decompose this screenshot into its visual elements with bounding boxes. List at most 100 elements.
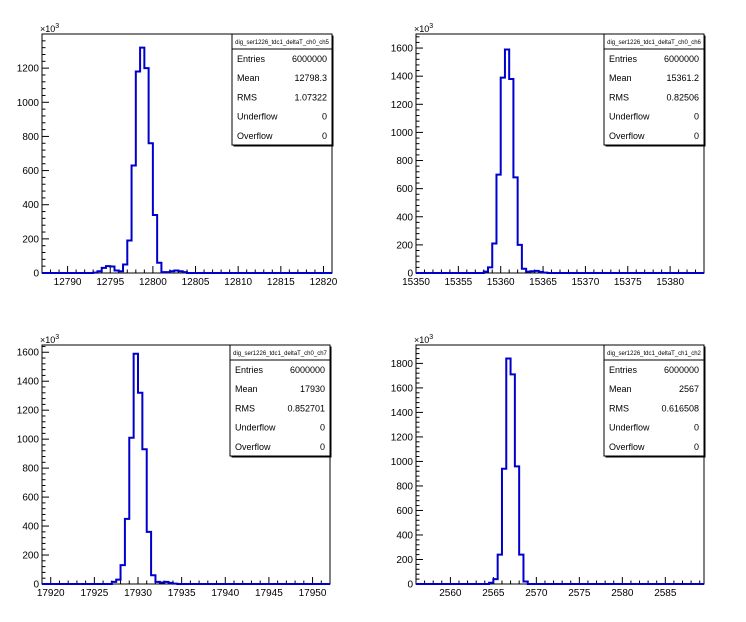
stats-value: 12798.3 xyxy=(294,73,327,83)
stats-label: Mean xyxy=(237,73,260,83)
histogram-series xyxy=(42,46,332,274)
y-tick-label: 1400 xyxy=(391,72,414,83)
stats-label: Mean xyxy=(609,384,632,394)
y-tick-label: 1600 xyxy=(391,383,414,394)
x-tick-label: 2565 xyxy=(482,588,505,599)
x-tick-label: 17945 xyxy=(255,588,283,599)
stats-value: 6000000 xyxy=(292,54,327,64)
y-tick-label: 1000 xyxy=(17,98,40,109)
stats-label: Mean xyxy=(609,73,632,83)
stats-value: 6000000 xyxy=(664,365,699,375)
x-tick-label: 17950 xyxy=(299,588,327,599)
x-tick-label: 15380 xyxy=(656,277,684,288)
histogram-panel-2: 15350 15355 15360 15365 15370 15375 15380 0 200 4… xyxy=(391,23,706,288)
stats-label: RMS xyxy=(237,92,257,102)
y-exponent-label: ×103 xyxy=(414,23,433,34)
x-tick-label: 12800 xyxy=(139,277,167,288)
histogram-panel-4: 2560 2565 2570 2575 2580 2585 0 200 400 600 800 100… xyxy=(391,334,706,599)
stats-value: 0 xyxy=(322,112,327,122)
y-tick-label: 400 xyxy=(396,530,413,541)
y-tick-label: 600 xyxy=(396,184,413,195)
y-tick-label: 1600 xyxy=(17,348,40,359)
histogram-panel-1: 12790 12795 12800 12805 12810 12815 12820 0 200 4… xyxy=(17,23,338,288)
stats-value: 6000000 xyxy=(290,365,325,375)
y-tick-label: 1000 xyxy=(391,128,414,139)
y-tick-label: 800 xyxy=(22,132,39,143)
stats-value: 0.82506 xyxy=(666,92,699,102)
stats-value: 1.07322 xyxy=(294,92,327,102)
stats-label: Overflow xyxy=(235,442,271,452)
x-tick-label: 15370 xyxy=(572,277,600,288)
stats-box xyxy=(603,344,705,457)
y-tick-label: 400 xyxy=(396,212,413,223)
x-tick-label: 17935 xyxy=(168,588,196,599)
stats-label: Entries xyxy=(237,54,266,64)
stats-box-title: dig_ser1226_tdc1_deltaT_ch0_ch7 xyxy=(233,351,327,357)
y-tick-label: 0 xyxy=(407,269,413,280)
x-tick-label: 17930 xyxy=(124,588,152,599)
stats-value: 0 xyxy=(694,112,699,122)
y-tick-label: 200 xyxy=(396,555,413,566)
stats-label: Mean xyxy=(235,384,258,394)
y-tick-label: 200 xyxy=(396,240,413,251)
stats-value: 15361.2 xyxy=(666,73,699,83)
x-tick-label: 12795 xyxy=(96,277,124,288)
stats-label: RMS xyxy=(609,403,629,413)
y-tick-label: 600 xyxy=(22,166,39,177)
x-tick-label: 2560 xyxy=(439,588,462,599)
stats-value: 0 xyxy=(320,423,325,433)
stats-label: Underflow xyxy=(235,423,276,433)
stats-label: Entries xyxy=(235,365,264,375)
x-tick-label: 15365 xyxy=(529,277,557,288)
y-tick-label: 1400 xyxy=(17,377,40,388)
x-tick-label: 12810 xyxy=(224,277,252,288)
stats-value: 17930 xyxy=(300,384,325,394)
stats-label: Overflow xyxy=(237,131,273,141)
y-tick-label: 600 xyxy=(22,493,39,504)
stats-label: Overflow xyxy=(609,131,645,141)
y-tick-label: 0 xyxy=(407,580,413,591)
histogram-series xyxy=(416,48,704,274)
stats-label: Underflow xyxy=(609,112,650,122)
stats-label: Overflow xyxy=(609,442,645,452)
y-tick-label: 1200 xyxy=(391,432,414,443)
y-tick-label: 400 xyxy=(22,200,39,211)
x-tick-label: 15375 xyxy=(614,277,642,288)
x-tick-label: 15355 xyxy=(444,277,472,288)
y-tick-label: 1600 xyxy=(391,44,414,55)
x-tick-label: 12820 xyxy=(310,277,338,288)
y-exponent-label: ×103 xyxy=(414,334,433,345)
stats-box xyxy=(231,33,333,146)
y-tick-label: 0 xyxy=(33,580,39,591)
stats-box-title: dig_ser1226_tdc1_deltaT_ch1_ch2 xyxy=(607,351,701,357)
stats-label: RMS xyxy=(235,403,255,413)
stats-value: 0.616508 xyxy=(661,403,699,413)
x-tick-label: 2585 xyxy=(654,588,677,599)
y-tick-label: 0 xyxy=(33,269,39,280)
stats-label: Underflow xyxy=(609,423,650,433)
stats-value: 0 xyxy=(694,442,699,452)
y-tick-label: 1000 xyxy=(391,457,414,468)
histogram-panel-3: 17920 17925 17930 17935 17940 17945 17950 0 200 4… xyxy=(17,334,332,599)
stats-label: Underflow xyxy=(237,112,278,122)
x-tick-label: 12805 xyxy=(182,277,210,288)
histogram-series xyxy=(416,357,704,585)
x-tick-label: 15350 xyxy=(402,277,430,288)
y-tick-label: 1200 xyxy=(17,64,40,75)
y-tick-label: 200 xyxy=(22,234,39,245)
y-tick-label: 800 xyxy=(396,481,413,492)
y-tick-label: 800 xyxy=(396,156,413,167)
x-tick-label: 12790 xyxy=(54,277,82,288)
stats-label: RMS xyxy=(609,92,629,102)
x-tick-label: 17940 xyxy=(211,588,239,599)
stats-value: 2567 xyxy=(679,384,699,394)
stats-value: 0 xyxy=(694,423,699,433)
y-tick-label: 400 xyxy=(22,522,39,533)
histogram-series xyxy=(42,352,330,585)
stats-label: Entries xyxy=(609,54,638,64)
stats-value: 0 xyxy=(694,131,699,141)
y-tick-label: 600 xyxy=(396,506,413,517)
stats-box xyxy=(229,344,331,457)
stats-value: 6000000 xyxy=(664,54,699,64)
